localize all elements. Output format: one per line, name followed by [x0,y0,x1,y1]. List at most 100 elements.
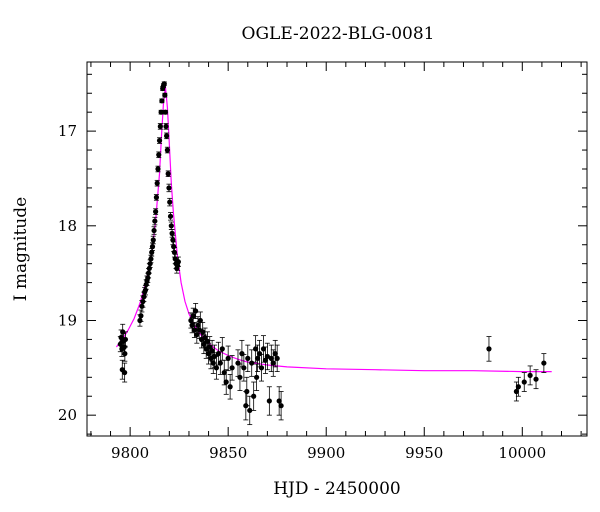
data-point [237,363,243,391]
data-marker [142,287,149,293]
data-marker [254,355,261,361]
data-marker [146,265,152,272]
data-marker [227,384,233,390]
data-marker [163,123,169,129]
data-point [153,208,159,215]
data-marker [268,355,274,361]
data-marker [215,351,221,357]
data-marker [217,360,223,366]
data-point [258,354,265,382]
data-marker [165,171,171,177]
data-marker [164,147,170,153]
data-point [164,146,170,154]
data-point [227,374,233,400]
data-marker [137,317,143,324]
data-point [229,355,235,381]
x-tick-label: 10000 [498,444,546,462]
data-point [158,109,164,115]
data-point [153,194,160,201]
data-point [165,170,171,177]
data-marker [191,327,198,333]
data-point [156,151,162,159]
data-marker [200,329,206,335]
data-marker [161,81,167,87]
data-marker [189,322,195,328]
axis-ticks: 9800 9850 9900 9950 10000 17 18 19 20 [58,62,587,462]
plot-frame [86,61,588,437]
data-marker [527,372,533,379]
data-marker [166,185,172,191]
data-marker [190,313,196,319]
y-tick-label: 18 [58,217,77,235]
plot-area [115,81,552,426]
data-marker [167,199,173,205]
data-marker [171,244,177,250]
data-marker [272,351,278,357]
model-curve [115,86,552,373]
data-point [164,132,170,140]
data-marker [225,355,231,361]
data-marker [223,379,229,385]
data-marker [245,355,251,361]
x-axis-label: HJD - 2450000 [273,479,401,499]
data-marker [159,98,165,104]
data-point [249,349,255,377]
data-point [266,386,272,416]
x-tick-label: 9800 [111,444,149,462]
data-marker [153,209,159,215]
data-point [157,123,163,130]
data-point [168,221,174,230]
data-marker [168,223,174,229]
data-marker [162,92,168,98]
data-marker [153,194,160,200]
data-marker [120,329,126,335]
data-point [193,303,199,319]
data-marker [237,374,243,380]
data-point [515,376,521,397]
data-point [162,109,169,115]
x-tick-label: 9900 [307,444,345,462]
data-marker [122,351,128,357]
data-marker [151,227,157,234]
data-marker [164,133,170,139]
data-marker [260,346,267,352]
data-point [169,229,175,238]
data-marker [213,365,220,371]
data-marker [194,332,200,338]
data-marker [270,360,276,366]
data-marker [149,249,155,255]
data-marker [229,365,235,371]
data-marker [155,166,161,172]
data-marker [167,213,174,219]
data-marker [210,360,216,366]
data-point [167,212,174,221]
data-marker [148,256,154,262]
data-marker [149,244,156,250]
data-marker [154,180,160,186]
x-tick-label: 9950 [405,444,443,462]
y-tick-label: 17 [58,122,77,140]
data-point [149,242,156,251]
data-point [151,226,157,235]
data-marker [157,123,163,129]
data-point [254,363,260,391]
data-point [152,216,158,226]
data-marker [486,346,492,352]
data-point [166,183,172,193]
data-point [155,165,161,173]
data-point [278,391,284,421]
data-marker [175,259,181,265]
data-marker [202,334,208,341]
data-point [247,395,253,426]
data-point [241,354,247,382]
data-point [486,336,492,362]
data-marker [170,237,176,243]
data-point [245,344,251,373]
data-point [274,344,280,373]
data-point [189,317,195,334]
data-point [197,311,203,330]
data-marker [150,237,156,243]
data-marker [162,109,169,115]
data-point [244,376,250,407]
data-point [251,381,257,411]
